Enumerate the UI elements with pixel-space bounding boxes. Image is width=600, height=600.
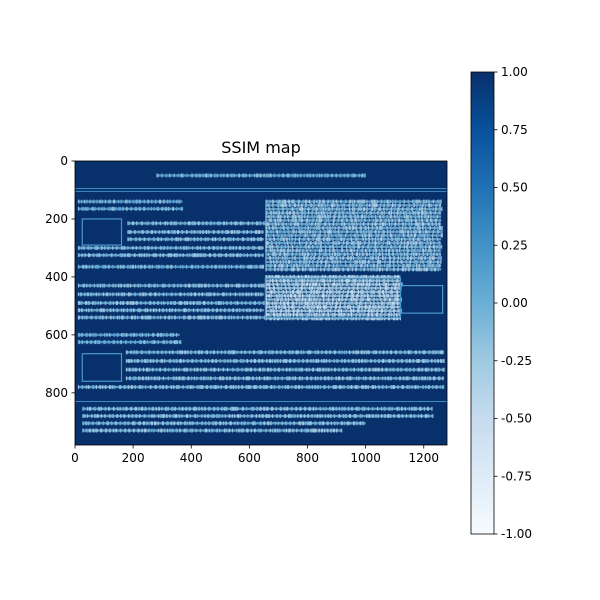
heatmap-plot <box>74 160 448 446</box>
text-line-4 <box>77 206 184 211</box>
box-outline-23 <box>81 353 123 382</box>
chart-title: SSIM map <box>221 138 300 157</box>
x-tick-label-800: 800 <box>296 451 319 465</box>
x-tick-label-0: 0 <box>71 451 79 465</box>
text-line-9 <box>77 245 264 250</box>
text-line-27 <box>125 376 445 381</box>
text-line-28 <box>77 385 445 390</box>
text-line-8 <box>127 237 264 242</box>
text-line-15 <box>77 308 264 313</box>
colorbar: 1.00 0.75 0.50 0.25 0.00 -0.25 -0.50 -0.75 -1.00 <box>470 65 532 541</box>
colorbar-gradient <box>470 71 495 535</box>
text-line-22 <box>77 340 182 345</box>
heatmap-features <box>75 173 447 433</box>
colorbar-tick-label-7: -0.75 <box>501 469 532 483</box>
text-line-12 <box>77 283 266 288</box>
text-line-3 <box>77 199 183 204</box>
x-tick-label-1000: 1000 <box>350 451 381 465</box>
text-line-31 <box>82 414 434 419</box>
text-line-24 <box>125 350 445 355</box>
text-line-30 <box>82 406 433 411</box>
text-line-25 <box>125 358 445 363</box>
x-tick-label-200: 200 <box>122 451 145 465</box>
colorbar-tick-label-3: 0.25 <box>501 238 528 252</box>
y-tick-label-400: 400 <box>45 270 68 284</box>
y-tick-label-0: 0 <box>60 154 68 168</box>
text-line-21 <box>77 332 180 337</box>
colorbar-tick-label-2: 0.50 <box>501 181 528 195</box>
colorbar-ticks: 1.00 0.75 0.50 0.25 0.00 -0.25 -0.50 -0.75 -1.00 <box>494 65 532 541</box>
text-line-26 <box>125 367 445 372</box>
x-tick-label-400: 400 <box>180 451 203 465</box>
y-tick-label-600: 600 <box>45 328 68 342</box>
text-line-16 <box>77 315 266 320</box>
text-line-11 <box>77 264 265 269</box>
text-block-18 <box>265 274 403 321</box>
text-line-6 <box>127 221 266 226</box>
x-axis: 0 200 400 600 800 1000 1200 <box>71 445 439 465</box>
y-tick-label-800: 800 <box>45 386 68 400</box>
box-outline-20 <box>399 285 444 314</box>
x-tick-label-1200: 1200 <box>408 451 439 465</box>
x-tick-label-600: 600 <box>238 451 261 465</box>
text-line-32 <box>82 421 366 426</box>
colorbar-tick-label-8: -1.00 <box>501 527 532 541</box>
heatmap-frame <box>74 160 448 446</box>
y-axis: 0 200 400 600 800 <box>45 154 75 400</box>
colorbar-tick-label-6: -0.50 <box>501 412 532 426</box>
text-line-0 <box>156 173 367 178</box>
colorbar-tick-label-4: 0.00 <box>501 296 528 310</box>
text-line-13 <box>77 292 264 297</box>
text-line-14 <box>77 301 266 305</box>
colorbar-tick-label-1: 0.75 <box>501 123 528 137</box>
text-line-33 <box>82 428 343 433</box>
text-line-7 <box>127 230 264 234</box>
text-line-10 <box>77 253 264 258</box>
box-outline-5 <box>81 218 123 246</box>
text-block-17 <box>265 199 443 272</box>
y-tick-label-200: 200 <box>45 212 68 226</box>
colorbar-tick-label-0: 1.00 <box>501 65 528 79</box>
colorbar-tick-label-5: -0.25 <box>501 354 532 368</box>
